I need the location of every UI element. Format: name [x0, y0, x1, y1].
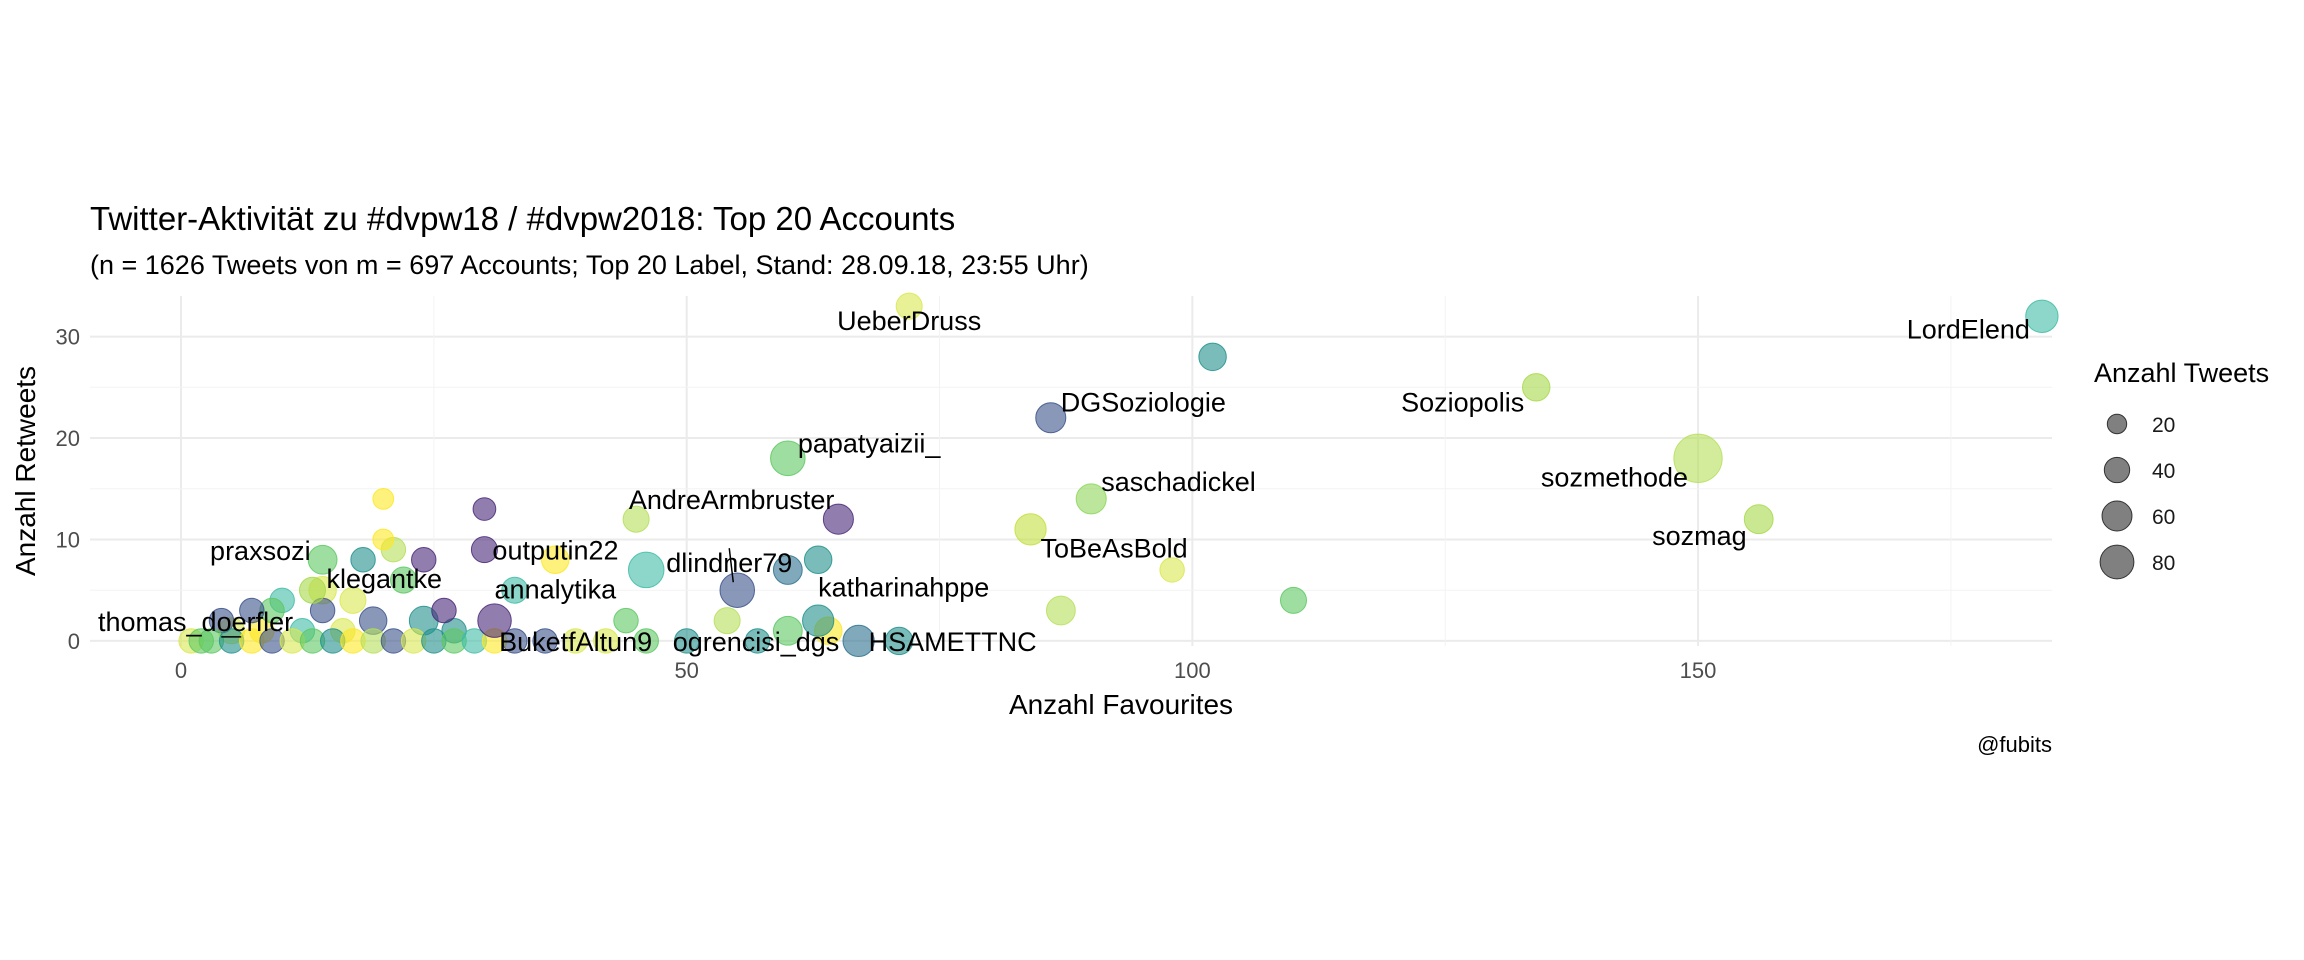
legend-title: Anzahl Tweets	[2094, 358, 2269, 388]
point-label: outputin22	[492, 536, 618, 566]
data-point-katharinahppe	[802, 604, 835, 637]
point-label: LordElend	[1907, 314, 2030, 344]
point-label: Soziopolis	[1401, 387, 1524, 417]
point-label: saschadickel	[1101, 467, 1256, 497]
data-point-outputin22	[470, 536, 498, 564]
point-label: annalytika	[495, 575, 618, 605]
point-label: ogrencisi_dgs	[673, 627, 840, 657]
data-point	[372, 528, 395, 551]
legend-label: 60	[2152, 506, 2175, 529]
chart-title: Twitter-Aktivität zu #dvpw18 / #dvpw2018…	[90, 200, 956, 237]
data-point-annalytika	[477, 603, 512, 638]
x-tick-label: 0	[175, 658, 187, 683]
data-point	[713, 607, 741, 635]
point-label: DGSoziologie	[1061, 388, 1226, 418]
point-label: papatyaizii_	[798, 428, 942, 458]
data-point	[372, 488, 395, 510]
x-tick-label: 100	[1174, 658, 1211, 683]
point-label: AndreArmbruster	[629, 485, 835, 515]
data-point	[1159, 557, 1185, 583]
y-tick-label: 0	[68, 629, 80, 654]
y-tick-label: 10	[56, 527, 80, 552]
data-points	[178, 292, 2059, 658]
legend-size-20	[2106, 413, 2128, 435]
data-point	[613, 607, 639, 634]
data-point	[593, 628, 619, 654]
data-point	[1045, 595, 1076, 626]
data-point-lordelend	[2025, 299, 2059, 333]
data-point	[540, 545, 570, 574]
data-point	[884, 626, 914, 656]
point-label: thomas_doerfler	[98, 607, 293, 637]
legend-label: 40	[2152, 460, 2175, 483]
point-labels: LordElend UeberDruss DGSoziologie Soziopoli…	[98, 306, 2030, 657]
data-point-dgsoziologie	[1035, 402, 1067, 434]
data-point	[633, 628, 659, 654]
data-point-andrearmbruster	[822, 503, 854, 535]
data-point-tobeasbold	[1014, 513, 1047, 546]
legend-label: 80	[2152, 552, 2175, 575]
data-point-saschadickel	[1075, 483, 1107, 515]
data-point	[239, 597, 265, 624]
data-point-klegantke	[298, 576, 327, 604]
axis-ticks: 0 50 100 150 0 10 20 30	[56, 325, 1717, 683]
data-point-dlindner79	[719, 572, 756, 608]
data-point	[431, 597, 457, 624]
data-point	[501, 576, 529, 604]
data-point-praxsozi	[307, 544, 338, 575]
point-label: katharinahppe	[818, 573, 989, 603]
data-point-hsamettnc	[842, 624, 875, 658]
data-point	[472, 497, 497, 521]
point-label: klegantke	[326, 564, 442, 594]
data-point	[350, 547, 376, 573]
legend-size-80	[2099, 544, 2135, 580]
caption: @fubits	[1977, 732, 2052, 757]
label-leader-line	[728, 548, 735, 583]
legend-size-40	[2103, 456, 2131, 484]
data-point-buketfaltun9	[532, 628, 558, 654]
data-point	[208, 607, 235, 634]
data-point	[622, 505, 650, 533]
point-label: HSAMETTNC	[869, 627, 1037, 657]
data-point-thomas-doerfler	[188, 628, 214, 654]
data-point-papatyaizii-	[770, 440, 806, 477]
data-point-ogrencisi-dgs	[673, 628, 700, 654]
data-point	[390, 566, 418, 594]
point-label: UeberDruss	[837, 306, 981, 336]
data-point-soziopolis	[1521, 373, 1551, 402]
point-label: ToBeAsBold	[1041, 533, 1188, 563]
x-tick-label: 150	[1680, 658, 1717, 683]
size-legend: Anzahl Tweets 20 40 60 80	[2094, 358, 2269, 580]
data-point	[562, 628, 589, 654]
data-point	[1279, 586, 1308, 614]
x-tick-label: 50	[674, 658, 698, 683]
point-label: BuketfAltun9	[499, 627, 652, 657]
data-point	[1198, 342, 1227, 372]
y-axis-label: Anzahl Retweets	[10, 366, 41, 576]
y-tick-label: 20	[56, 426, 80, 451]
data-point-ueberdruss	[895, 292, 923, 320]
y-tick-label: 30	[56, 325, 80, 350]
x-axis-label: Anzahl Favourites	[1009, 689, 1233, 720]
data-point	[411, 547, 437, 573]
legend-label: 20	[2152, 414, 2175, 437]
data-point-sozmag	[1743, 504, 1774, 535]
data-point	[772, 615, 803, 646]
data-point	[772, 555, 803, 585]
data-point	[744, 628, 771, 654]
point-label: sozmag	[1652, 521, 1747, 551]
data-point	[803, 545, 833, 574]
data-point	[502, 628, 528, 654]
point-label: dlindner79	[666, 548, 792, 578]
data-point-sozmethode	[1673, 433, 1723, 483]
point-label: praxsozi	[210, 536, 311, 566]
point-label: sozmethode	[1541, 462, 1688, 492]
data-point	[339, 586, 367, 614]
legend-size-60	[2101, 500, 2133, 532]
chart-subtitle: (n = 1626 Tweets von m = 697 Accounts; T…	[90, 250, 1089, 280]
data-point	[627, 551, 665, 589]
